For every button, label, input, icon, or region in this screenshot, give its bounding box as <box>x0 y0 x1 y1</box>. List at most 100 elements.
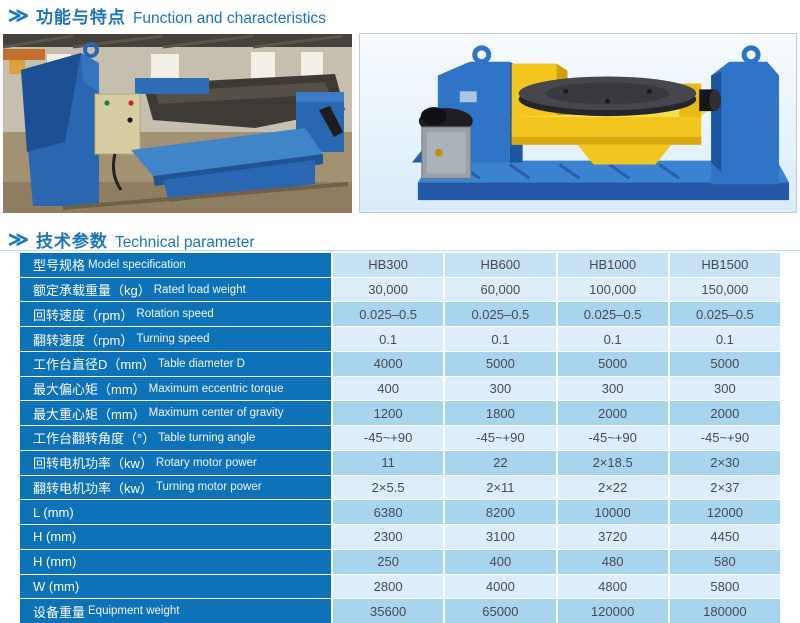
value-cell: 3100 <box>445 525 556 549</box>
value-cell: 2000 <box>557 401 668 426</box>
value-cell: 0.1 <box>333 327 444 351</box>
row-label-en: Table diameter D <box>158 357 245 370</box>
value-cell: 2000 <box>669 401 780 426</box>
row-label-en: Maximum eccentric torque <box>148 382 284 395</box>
value-cell: 150,000 <box>669 277 780 302</box>
row-label: 设备重量 Equipment weight <box>20 599 331 623</box>
row-label-en: Maximum center of gravity <box>148 407 284 420</box>
value-cell: 10000 <box>557 500 668 525</box>
product-photo <box>359 33 797 213</box>
value-cell: 30,000 <box>333 277 444 302</box>
row-label-zh: 翻转电机功率（kw） <box>33 480 153 496</box>
value-cell: 5000 <box>669 351 780 376</box>
value-cell: 11 <box>333 450 444 475</box>
factory-photo <box>3 34 352 213</box>
row-label: H (mm) <box>20 525 331 549</box>
row-label-en: Turning motor power <box>155 481 262 494</box>
row-label-en: Model specification <box>88 258 186 271</box>
row-label-zh: 设备重量 <box>33 604 86 620</box>
value-cell: 0.025–0.5 <box>557 302 668 327</box>
value-cell: 4800 <box>557 574 668 599</box>
row-label-zh: 最大重心矩（mm） <box>33 406 146 422</box>
row-label-zh: 翻转速度（rpm） <box>33 332 134 348</box>
value-cell: 4000 <box>333 351 444 376</box>
value-cell: -45~+90 <box>557 426 668 450</box>
spec-table: 型号规格 Model specification HB300 HB600 HB1000 H… <box>20 253 780 623</box>
value-cell: 400 <box>445 549 556 574</box>
value-cell: 0.1 <box>445 327 556 351</box>
value-cell: 300 <box>445 376 556 401</box>
value-cell: 12000 <box>669 500 780 525</box>
value-cell: 5000 <box>445 351 556 376</box>
value-cell: 0.025–0.5 <box>669 302 780 327</box>
row-label: 翻转速度（rpm） Turning speed <box>20 327 331 351</box>
value-cell: 35600 <box>333 599 444 623</box>
value-cell: 22 <box>445 450 556 475</box>
row-label: L (mm) <box>20 500 331 525</box>
positioner-graphic <box>411 45 790 201</box>
section-title-zh: 功能与特点 <box>35 8 126 27</box>
value-cell: 180000 <box>669 599 780 623</box>
value-cell: 0.025–0.5 <box>333 302 444 327</box>
value-cell: 250 <box>333 549 444 574</box>
row-label: 额定承载重量（kg） Rated load weight <box>20 277 331 302</box>
row-label-en: Equipment weight <box>88 605 180 618</box>
value-cell: 8200 <box>445 500 556 525</box>
section-title-en: Function and characteristics <box>132 10 326 27</box>
row-label-en: Rated load weight <box>153 283 246 296</box>
value-cell: 1800 <box>445 401 556 426</box>
row-label-zh: L (mm) <box>33 504 74 520</box>
value-cell: 2×11 <box>445 475 556 500</box>
value-cell: 300 <box>669 376 780 401</box>
value-cell: 480 <box>557 549 668 574</box>
row-label-zh: 额定承载重量（kg） <box>33 283 151 299</box>
section-title-en: Technical parameter <box>114 234 255 251</box>
value-cell: 6380 <box>333 500 444 525</box>
row-label: W (mm) <box>20 574 331 599</box>
row-label: 最大重心矩（mm） Maximum center of gravity <box>20 401 331 426</box>
value-cell: 2×5.5 <box>333 475 444 500</box>
value-cell: 60,000 <box>445 277 556 302</box>
value-cell: 100,000 <box>557 277 668 302</box>
row-label-zh: 型号规格 <box>33 258 86 274</box>
value-cell: 3720 <box>557 525 668 549</box>
double-chevron-icon: ≫ <box>8 229 29 251</box>
value-cell: 4450 <box>669 525 780 549</box>
value-cell: 300 <box>557 376 668 401</box>
value-cell: 2×30 <box>669 450 780 475</box>
row-label-zh: W (mm) <box>33 578 80 594</box>
factory-photo-graphic <box>3 34 352 213</box>
value-cell: 5800 <box>669 574 780 599</box>
section-title-zh: 技术参数 <box>35 232 108 251</box>
section-header-function: ≫ 功能与特点 Function and characteristics <box>8 3 326 29</box>
row-label: 翻转电机功率（kw） Turning motor power <box>20 475 331 500</box>
value-cell: 120000 <box>557 599 668 623</box>
row-label-zh: 回转电机功率（kw） <box>33 456 153 472</box>
value-cell: -45~+90 <box>669 426 780 450</box>
model-header-cell: HB1500 <box>669 253 780 277</box>
value-cell: 2×37 <box>669 475 780 500</box>
row-label-en: Table turning angle <box>158 431 256 444</box>
value-cell: 65000 <box>445 599 556 623</box>
row-label-en: Rotation speed <box>136 308 214 321</box>
row-label-zh: 回转速度（rpm） <box>33 307 134 323</box>
value-cell: 1200 <box>333 401 444 426</box>
row-label: 型号规格 Model specification <box>20 253 331 277</box>
double-chevron-icon: ≫ <box>8 5 29 27</box>
value-cell: 4000 <box>445 574 556 599</box>
row-label: 最大偏心矩（mm） Maximum eccentric torque <box>20 376 331 401</box>
value-cell: 0.1 <box>669 327 780 351</box>
row-label-zh: H (mm) <box>33 529 77 545</box>
value-cell: 2800 <box>333 574 444 599</box>
row-label: 回转速度（rpm） Rotation speed <box>20 302 331 327</box>
row-label: H (mm) <box>20 549 331 574</box>
model-header-cell: HB300 <box>333 253 444 277</box>
model-header-cell: HB600 <box>445 253 556 277</box>
row-label-zh: H (mm) <box>33 554 77 570</box>
row-label-zh: 最大偏心矩（mm） <box>33 382 146 398</box>
value-cell: -45~+90 <box>445 426 556 450</box>
section-header-technical: ≫ 技术参数 Technical parameter <box>8 227 255 253</box>
model-header-cell: HB1000 <box>557 253 668 277</box>
row-label-en: Rotary motor power <box>155 456 257 469</box>
